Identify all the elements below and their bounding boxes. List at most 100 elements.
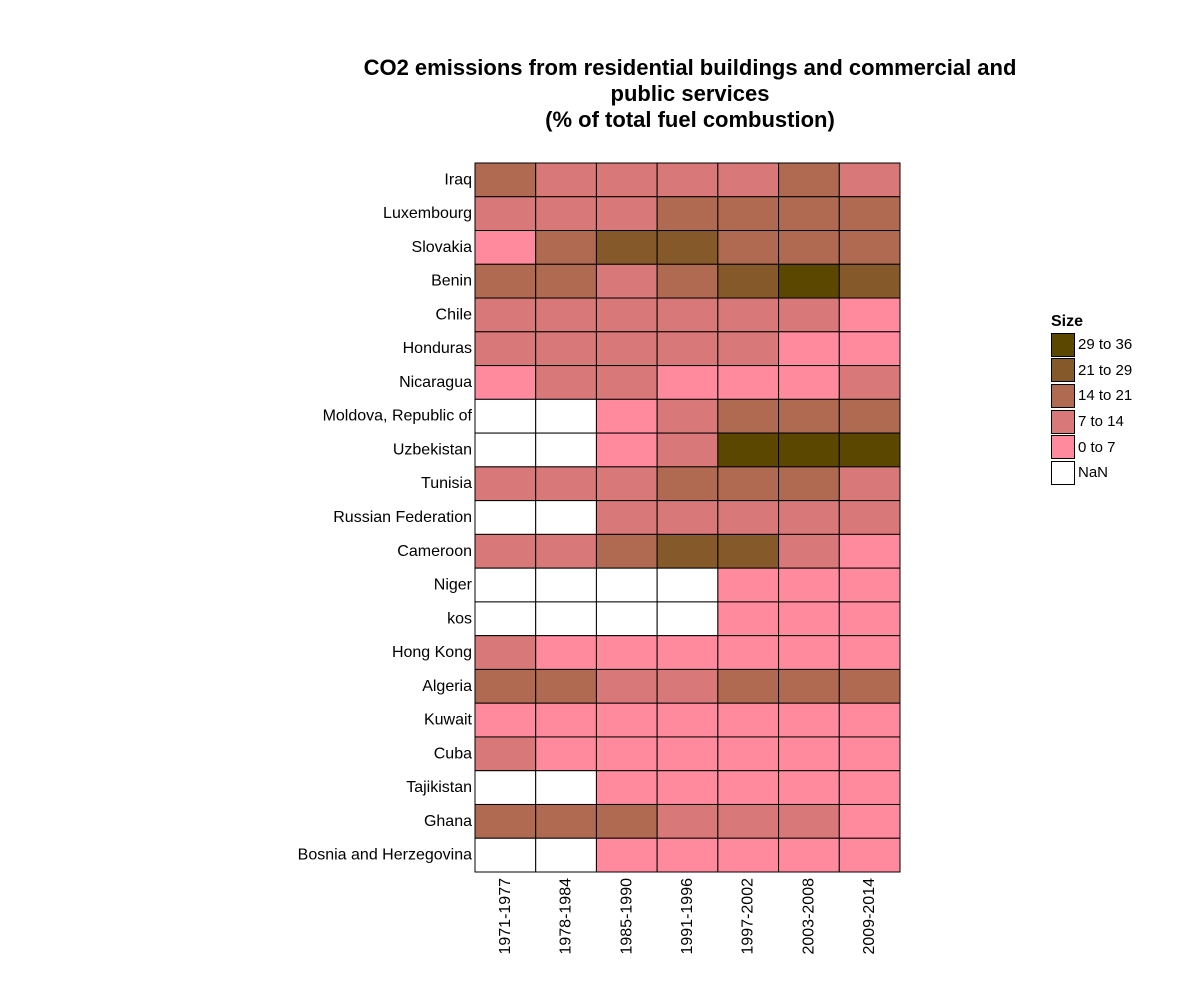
legend-swatch bbox=[1051, 358, 1075, 383]
chart-title-line-1: CO2 emissions from residential buildings… bbox=[363, 55, 1017, 80]
heatmap-cell bbox=[656, 635, 719, 670]
heatmap-cell bbox=[778, 196, 840, 232]
heatmap-cell bbox=[778, 297, 840, 333]
heatmap-cells bbox=[474, 162, 901, 873]
heatmap-cell bbox=[535, 466, 597, 502]
x-tick-label: 2003-2008 bbox=[800, 878, 817, 955]
heatmap-cell bbox=[595, 365, 658, 400]
heatmap-cell bbox=[595, 196, 658, 232]
legend-label: 21 to 29 bbox=[1078, 361, 1133, 379]
heatmap-cell bbox=[595, 668, 658, 704]
heatmap-cell bbox=[474, 668, 537, 704]
heatmap-cell bbox=[838, 736, 901, 772]
heatmap-cell bbox=[656, 331, 719, 367]
y-tick-label: Moldova, Republic of bbox=[323, 408, 473, 425]
heatmap-cell bbox=[595, 432, 658, 468]
heatmap-cell bbox=[595, 736, 658, 772]
heatmap-cell bbox=[778, 263, 840, 299]
heatmap-cell bbox=[656, 230, 719, 265]
heatmap-cell bbox=[535, 668, 597, 704]
heatmap-cell bbox=[656, 365, 719, 400]
heatmap-cell bbox=[595, 635, 658, 670]
heatmap-cell bbox=[595, 500, 658, 535]
heatmap-cell bbox=[717, 837, 780, 873]
heatmap-cell bbox=[717, 230, 780, 265]
heatmap-cell bbox=[778, 601, 840, 637]
heatmap-cell bbox=[535, 263, 597, 299]
chart-title: CO2 emissions from residential buildings… bbox=[290, 55, 1090, 133]
heatmap-cell bbox=[595, 702, 658, 738]
heatmap-cell bbox=[656, 736, 719, 772]
heatmap-cell bbox=[838, 837, 901, 873]
heatmap-cell bbox=[838, 770, 901, 805]
heatmap-cell bbox=[656, 263, 719, 299]
heatmap-cell bbox=[474, 297, 537, 333]
heatmap-cell bbox=[717, 331, 780, 367]
heatmap-cell bbox=[778, 668, 840, 704]
heatmap-cell bbox=[656, 702, 719, 738]
legend-swatch bbox=[1051, 409, 1075, 434]
chart-title-line-2: public services bbox=[610, 81, 770, 106]
heatmap-cell bbox=[778, 837, 840, 873]
y-axis-labels: Iraq Luxembourg Slovakia Benin Chile Honduras… bbox=[298, 171, 473, 863]
heatmap-cell bbox=[838, 635, 901, 670]
y-tick-label: Nicaragua bbox=[399, 374, 472, 391]
heatmap-cell bbox=[717, 702, 780, 738]
heatmap-cell bbox=[656, 196, 719, 232]
heatmap-cell bbox=[474, 770, 537, 805]
heatmap-cell bbox=[474, 837, 537, 873]
heatmap-cell bbox=[717, 567, 780, 603]
heatmap-cell bbox=[535, 635, 597, 670]
heatmap-cell bbox=[717, 466, 780, 502]
heatmap-cell bbox=[778, 398, 840, 434]
heatmap-cell bbox=[778, 500, 840, 535]
heatmap-cell bbox=[656, 398, 719, 434]
heatmap-cell bbox=[838, 365, 901, 400]
heatmap-cell bbox=[656, 803, 719, 839]
heatmap-cell bbox=[717, 533, 780, 569]
heatmap-cell bbox=[595, 398, 658, 434]
x-tick-label: 1985-1990 bbox=[618, 878, 635, 955]
heatmap-cell bbox=[535, 770, 597, 805]
heatmap-cell bbox=[595, 601, 658, 637]
heatmap-cell bbox=[717, 635, 780, 670]
x-tick-label: 1991-1996 bbox=[679, 878, 696, 955]
y-tick-label: Bosnia and Herzegovina bbox=[298, 847, 472, 864]
heatmap-cell bbox=[474, 736, 537, 772]
heatmap-cell bbox=[778, 432, 840, 468]
heatmap-cell bbox=[778, 533, 840, 569]
heatmap-cell bbox=[595, 533, 658, 569]
heatmap-cell bbox=[474, 331, 537, 367]
legend-label: 0 to 7 bbox=[1078, 438, 1116, 456]
heatmap-cell bbox=[535, 196, 597, 232]
legend-item: 0 to 7 bbox=[1051, 434, 1132, 460]
heatmap-cell bbox=[778, 365, 840, 400]
y-tick-label: Algeria bbox=[422, 678, 472, 695]
y-tick-label: Kuwait bbox=[424, 712, 473, 729]
y-tick-label: Honduras bbox=[403, 340, 472, 357]
heatmap-cell bbox=[535, 331, 597, 367]
heatmap-cell bbox=[595, 837, 658, 873]
heatmap-cell bbox=[838, 567, 901, 603]
heatmap-cell bbox=[474, 702, 537, 738]
heatmap-cell bbox=[778, 736, 840, 772]
heatmap-cell bbox=[656, 668, 719, 704]
heatmap-cell bbox=[717, 803, 780, 839]
heatmap-cell bbox=[717, 432, 780, 468]
heatmap-cell bbox=[474, 601, 537, 637]
heatmap-cell bbox=[656, 837, 719, 873]
x-tick-label: 1997-2002 bbox=[740, 878, 757, 955]
x-axis-labels: 1971-1977 1978-1984 1985-1990 1991-1996 1997… bbox=[497, 878, 878, 955]
heatmap-cell bbox=[656, 466, 719, 502]
heatmap-cell bbox=[535, 500, 597, 535]
heatmap-cell bbox=[474, 365, 537, 400]
heatmap-cell bbox=[838, 500, 901, 535]
heatmap-cell bbox=[595, 263, 658, 299]
heatmap-cell bbox=[656, 770, 719, 805]
heatmap-cell bbox=[717, 736, 780, 772]
heatmap-cell bbox=[778, 770, 840, 805]
heatmap-cell bbox=[595, 567, 658, 603]
legend-item: 29 to 36 bbox=[1051, 332, 1132, 358]
heatmap-cell bbox=[838, 331, 901, 367]
